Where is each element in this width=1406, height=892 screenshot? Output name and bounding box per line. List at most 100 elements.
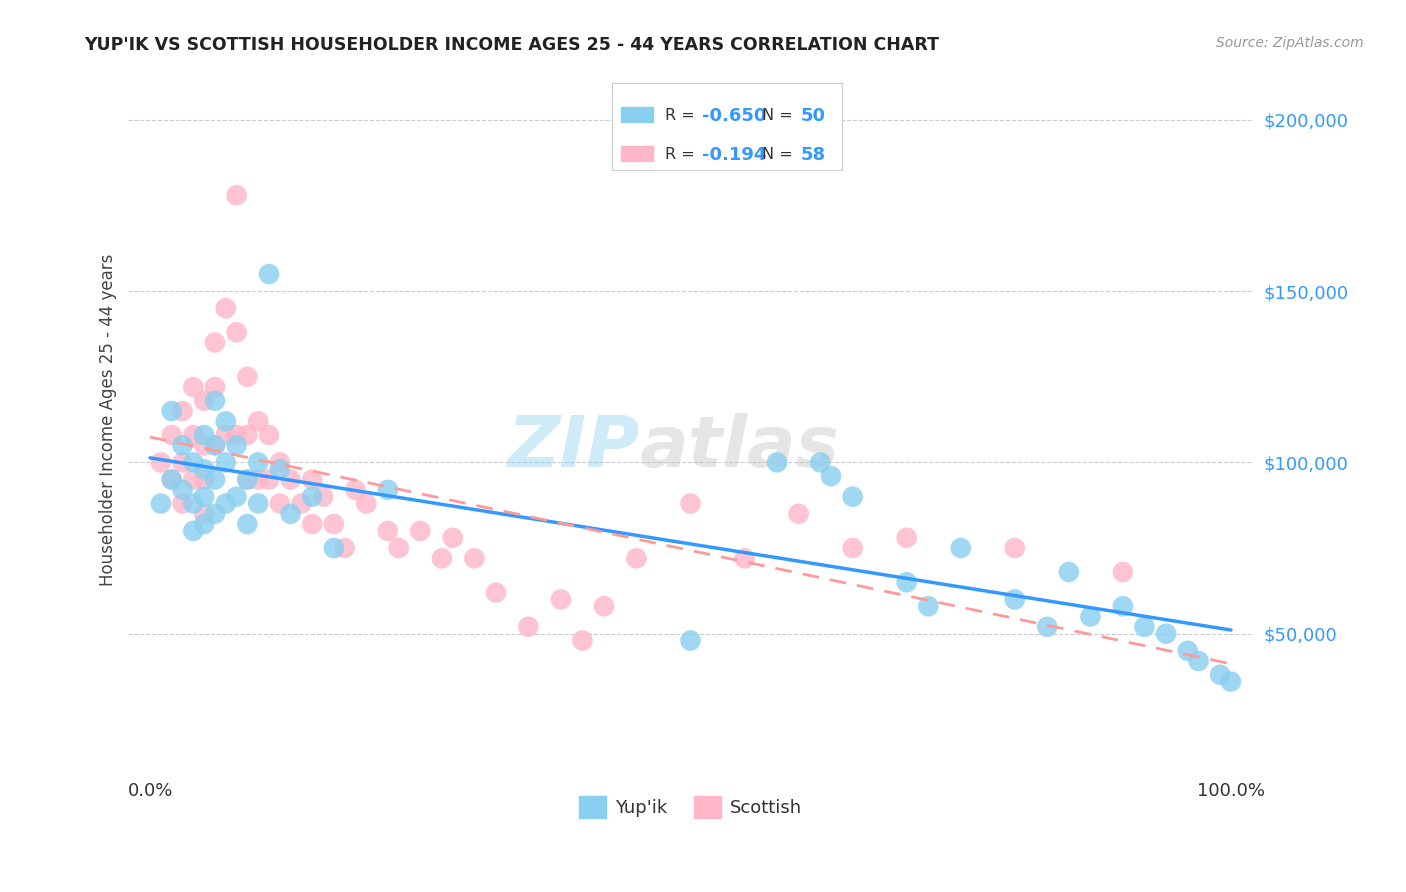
Point [1004,592,1026,607]
Point [215,455,238,469]
Point [1209,667,1232,681]
Point [896,575,918,590]
Y-axis label: Householder Income Ages 25 - 44 years: Householder Income Ages 25 - 44 years [100,253,117,586]
Point [333,541,356,555]
Point [734,551,756,566]
Point [550,592,572,607]
Point [841,490,863,504]
Legend: Yup'ik, Scottish: Yup'ik, Scottish [571,789,810,825]
Point [204,473,226,487]
Point [181,473,204,487]
Point [301,473,323,487]
Point [204,380,226,394]
Point [1133,620,1156,634]
Point [225,490,247,504]
Point [269,496,291,510]
Point [247,414,270,428]
Point [236,369,259,384]
Point [160,473,183,487]
Point [269,462,291,476]
Point [181,524,204,538]
Point [193,438,215,452]
Point [257,473,280,487]
Point [1057,565,1080,579]
Point [1112,565,1135,579]
Point [236,428,259,442]
Point [193,393,215,408]
Point [808,455,831,469]
Point [280,507,302,521]
Point [485,585,508,599]
Point [290,496,312,510]
Point [841,541,863,555]
Point [215,496,238,510]
Point [1004,541,1026,555]
Point [172,455,194,469]
Point [181,496,204,510]
Point [356,496,378,510]
Point [409,524,432,538]
Point [301,517,323,532]
Point [344,483,367,497]
Point [193,462,215,476]
Point [215,414,238,428]
Point [1154,626,1177,640]
Point [441,531,464,545]
Point [193,428,215,442]
Point [593,599,616,614]
Text: atlas: atlas [640,413,839,483]
Point [225,325,247,339]
Point [247,496,270,510]
Point [236,473,259,487]
Point [917,599,939,614]
Point [377,483,399,497]
Text: YUP'IK VS SCOTTISH HOUSEHOLDER INCOME AGES 25 - 44 YEARS CORRELATION CHART: YUP'IK VS SCOTTISH HOUSEHOLDER INCOME AG… [84,36,939,54]
Point [193,490,215,504]
Point [1036,620,1059,634]
Point [1177,644,1199,658]
Point [225,188,247,202]
Point [280,473,302,487]
Point [181,455,204,469]
Point [193,473,215,487]
Point [1187,654,1209,668]
Point [225,438,247,452]
Point [571,633,593,648]
Point [1220,674,1243,689]
Point [215,301,238,316]
Point [149,455,172,469]
Point [301,490,323,504]
Point [247,473,270,487]
Point [322,517,344,532]
Point [312,490,335,504]
Point [388,541,411,555]
Point [257,267,280,281]
Point [225,428,247,442]
Point [322,541,344,555]
Point [172,496,194,510]
Point [181,428,204,442]
Point [160,428,183,442]
Point [236,473,259,487]
Point [626,551,648,566]
Point [172,404,194,418]
Point [172,483,194,497]
Point [896,531,918,545]
Point [160,473,183,487]
Point [193,517,215,532]
Point [377,524,399,538]
Point [1112,599,1135,614]
Point [193,507,215,521]
Text: Source: ZipAtlas.com: Source: ZipAtlas.com [1216,36,1364,50]
Point [679,633,702,648]
Point [204,438,226,452]
Point [149,496,172,510]
Point [204,393,226,408]
Point [463,551,485,566]
Point [517,620,540,634]
Text: ZIP: ZIP [508,413,640,483]
Point [160,404,183,418]
Point [820,469,842,483]
Point [766,455,789,469]
Point [204,438,226,452]
